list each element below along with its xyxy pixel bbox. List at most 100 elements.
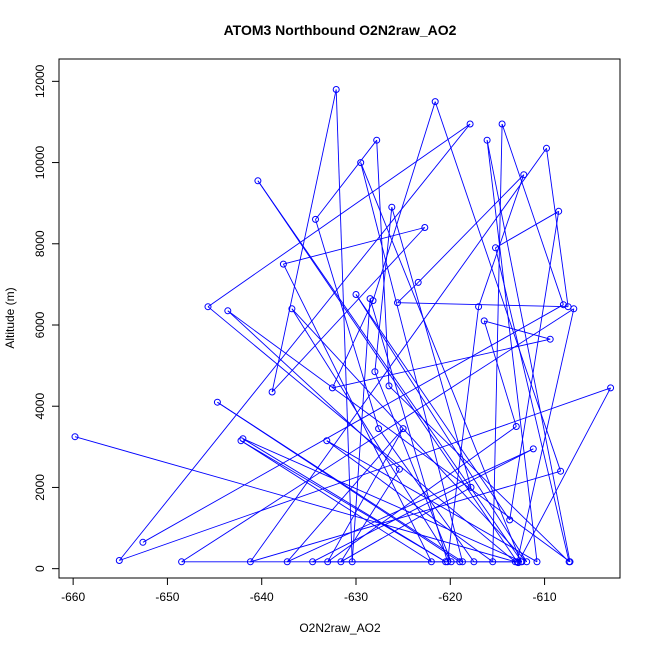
x-tick-label: -620: [438, 590, 462, 604]
series-segment: [250, 470, 561, 563]
data-point: [559, 301, 567, 309]
y-axis: 0 2000 4000 6000 8000 10000 12000: [33, 64, 60, 572]
series-segment: [369, 298, 448, 562]
x-tick-label: -630: [344, 590, 368, 604]
series-segment: [326, 440, 538, 563]
series-segment: [217, 401, 463, 563]
data-point: [444, 558, 451, 566]
data-point: [467, 483, 475, 491]
data-point: [309, 558, 317, 566]
data-point: [498, 120, 506, 128]
data-point: [237, 437, 245, 445]
y-tick-label: 12000: [33, 64, 47, 98]
data-point: [373, 136, 381, 144]
data-point: [459, 558, 466, 566]
series-segment: [360, 162, 463, 562]
series-segment: [227, 310, 400, 470]
y-tick-label: 6000: [33, 311, 47, 338]
series-segment: [376, 140, 390, 386]
data-point: [268, 388, 276, 396]
series-segment: [397, 282, 419, 304]
data-point: [466, 120, 474, 128]
data-point: [480, 317, 488, 325]
series-segment: [207, 123, 471, 308]
data-point: [324, 558, 332, 566]
series-segment: [355, 294, 511, 521]
series-segment: [483, 320, 517, 427]
x-tick-label: -640: [250, 590, 274, 604]
series-segment: [501, 123, 564, 305]
data-point: [246, 558, 254, 566]
data-point: [489, 558, 497, 566]
data-point: [414, 278, 422, 286]
data-point: [533, 558, 541, 566]
data-point: [470, 558, 478, 566]
y-tick-label: 8000: [33, 230, 47, 257]
data-point: [520, 171, 528, 179]
series-segment: [546, 148, 569, 307]
data-point: [388, 203, 396, 211]
data-point: [213, 398, 221, 406]
data-point: [115, 557, 123, 564]
series-segment: [351, 298, 371, 562]
series-segment: [391, 207, 472, 488]
series-segment: [417, 174, 525, 283]
data-point: [394, 299, 401, 307]
data-point: [399, 425, 407, 433]
data-point: [369, 297, 377, 305]
data-point: [513, 558, 521, 566]
series-segment: [271, 227, 426, 393]
series-segment: [242, 438, 523, 563]
series-segment: [291, 308, 452, 563]
data-point: [506, 516, 514, 524]
series-segment: [286, 428, 404, 563]
series-segment: [388, 385, 570, 563]
x-tick-label: -650: [155, 590, 179, 604]
series-segment: [447, 306, 480, 562]
data-point: [456, 558, 464, 566]
data-point: [555, 207, 563, 215]
series-segment: [340, 487, 472, 563]
data-point: [71, 433, 79, 441]
y-tick-label: 2000: [33, 474, 47, 501]
data-point: [279, 260, 287, 268]
series-segment: [250, 148, 547, 563]
data-point: [352, 291, 360, 298]
series-segment: [374, 207, 393, 372]
data-point: [375, 425, 383, 433]
series-segment: [257, 180, 518, 563]
data-point: [475, 303, 483, 311]
data-point: [427, 558, 435, 566]
data-point: [447, 558, 455, 566]
series-segment: [486, 140, 538, 562]
data-point: [421, 224, 429, 231]
series-segment: [495, 210, 559, 249]
series-segment: [495, 247, 570, 562]
series-segment: [142, 304, 564, 543]
series-segment: [326, 440, 493, 563]
series-segment: [315, 219, 380, 429]
data-point: [371, 368, 379, 376]
series-points: [71, 86, 615, 567]
series-segment: [327, 426, 517, 563]
data-point: [323, 437, 331, 445]
data-point: [332, 86, 340, 93]
data-point: [357, 159, 365, 167]
series-segment: [335, 89, 353, 562]
data-point: [348, 558, 356, 566]
series-segment: [312, 448, 534, 563]
series-segment: [340, 468, 400, 563]
series-segment: [283, 227, 425, 265]
series-segment: [315, 139, 378, 220]
series-segment: [291, 308, 528, 563]
series-segment: [434, 101, 562, 472]
y-tick-label: 4000: [33, 393, 47, 420]
data-point: [543, 144, 550, 152]
series-segment: [327, 428, 404, 563]
series-lines: [74, 89, 611, 564]
chart-title: ATOM3 Northbound O2N2raw_AO2: [224, 22, 457, 38]
data-point: [204, 303, 212, 311]
data-point: [283, 558, 291, 566]
series-segment: [240, 440, 446, 563]
